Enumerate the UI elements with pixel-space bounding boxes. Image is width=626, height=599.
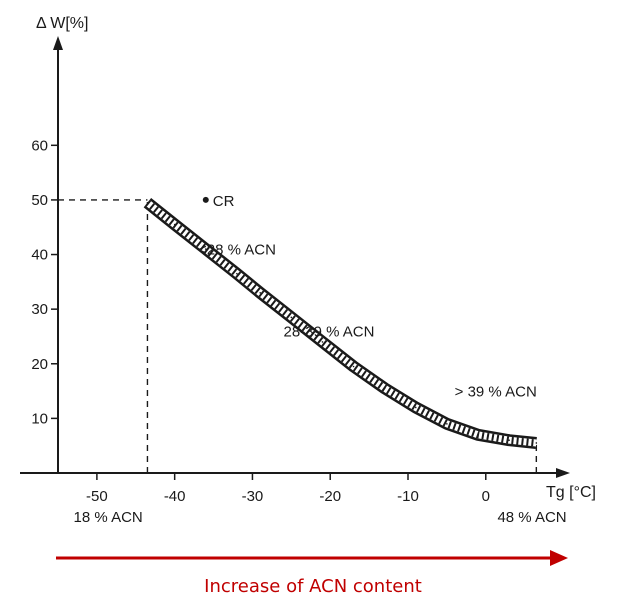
cr-point: [202, 196, 209, 203]
y-tick-label: 20: [31, 356, 48, 373]
annotation: > 39 % ACN: [455, 384, 537, 401]
series-point: [321, 341, 324, 343]
x-tick-label: -20: [319, 488, 341, 505]
ticks: -50 -40 -30 -20 -10 0 10 20 30 40 50 60: [31, 137, 490, 505]
x-tick-label: -40: [164, 488, 186, 505]
caption-arrowhead: [550, 550, 568, 566]
y-tick-label: 10: [31, 410, 48, 427]
series-point: [414, 406, 417, 409]
series-point: [146, 201, 149, 204]
y-axis-label: Δ W[%]: [36, 15, 88, 32]
series-point: [204, 248, 207, 250]
series-point: [535, 442, 538, 444]
series-point: [290, 316, 293, 319]
x-tick-label: -10: [397, 488, 419, 505]
annotations: CR <28 % ACN 28-39 % ACN > 39 % ACN 18 % ACN…: [74, 193, 567, 526]
y-tick-label: 40: [31, 247, 48, 264]
series-point: [236, 272, 238, 275]
annotation: <28 % ACN: [198, 242, 276, 259]
y-axis-arrowhead: [53, 36, 63, 50]
cr-label: CR: [213, 193, 235, 210]
series-point: [508, 439, 510, 442]
caption-text: Increase of ACN content: [204, 576, 422, 597]
series-point: [352, 365, 355, 368]
x-axis-label: Tg [°C]: [546, 484, 596, 501]
reference-lines: [58, 199, 538, 473]
y-tick-label: 30: [31, 301, 48, 318]
series-band-hatch: [145, 199, 537, 447]
series-point: [477, 433, 479, 436]
x-tick-label: -50: [86, 488, 108, 505]
annotation: 18 % ACN: [74, 509, 143, 526]
series-point: [446, 423, 448, 425]
caption-arrow: [56, 550, 568, 566]
x-axis-arrowhead: [556, 468, 570, 478]
axes: [20, 36, 570, 478]
series: [143, 198, 538, 449]
series-point: [173, 223, 176, 226]
x-tick-label: -30: [242, 488, 264, 505]
x-tick-label: 0: [482, 488, 490, 505]
series-point: [383, 387, 386, 390]
y-tick-label: 60: [31, 137, 48, 154]
annotation: 28-39 % ACN: [284, 323, 375, 340]
series-point: [259, 291, 262, 294]
y-tick-label: 50: [31, 192, 48, 209]
annotation: 48 % ACN: [497, 509, 566, 526]
